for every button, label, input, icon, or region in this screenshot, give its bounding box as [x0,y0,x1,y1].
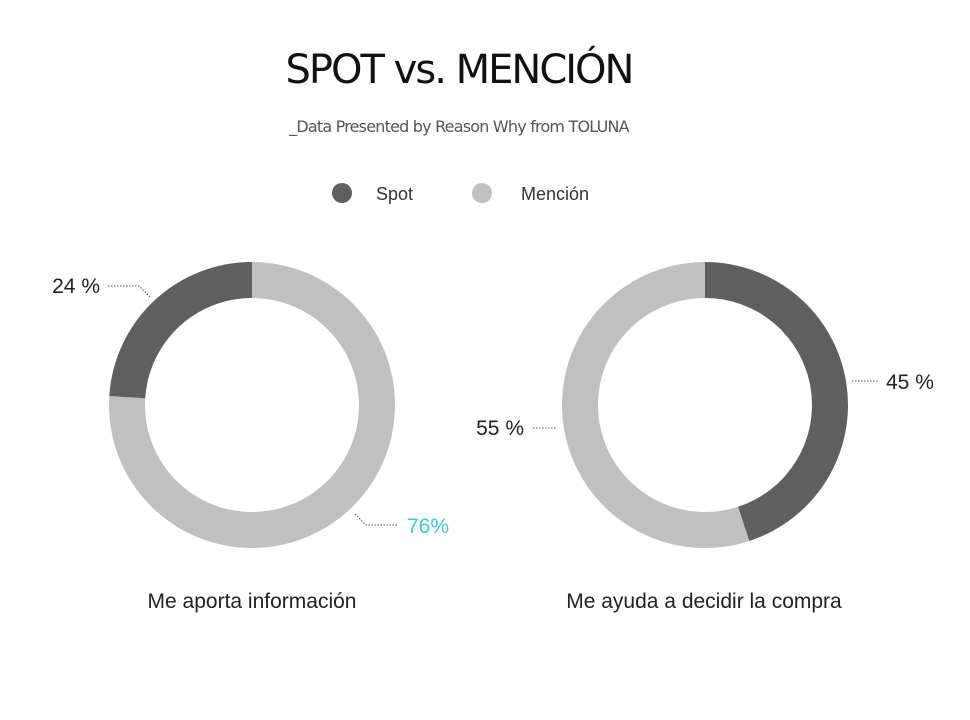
data-label-spot: 45 % [886,371,934,394]
chart-title: Me aporta información [148,590,357,613]
leader-line-spot [108,285,151,298]
legend-swatch-mencion [472,183,492,203]
donut-chart-informacion: 24 % 76% Me aporta información [52,262,449,613]
legend: Spot Mención [332,183,589,204]
legend-swatch-spot [332,183,352,203]
leader-line-mencion [354,513,398,526]
legend-label-spot: Spot [376,184,413,204]
donut-slices [108,262,395,549]
chart-title: Me ayuda a decidir la compra [566,590,842,613]
donut-chart-compra: 45 % 55 % Me ayuda a decidir la compra [476,262,934,613]
page-subtitle: _Data Presented by Reason Why from TOLUN… [288,117,630,137]
legend-item-spot: Spot [332,183,413,204]
donut-slice-mencin [562,262,750,548]
donut-slice-spot [109,262,252,399]
donut-slice-spot [705,262,848,542]
data-label-mencion: 55 % [476,417,524,440]
data-label-mencion: 76% [407,515,449,538]
data-label-spot: 24 % [52,275,100,298]
page-title: SPOT vs. MENCIÓN [286,45,633,93]
legend-label-mencion: Mención [521,184,589,204]
legend-item-mencion: Mención [472,183,589,204]
donut-slices [562,262,848,548]
